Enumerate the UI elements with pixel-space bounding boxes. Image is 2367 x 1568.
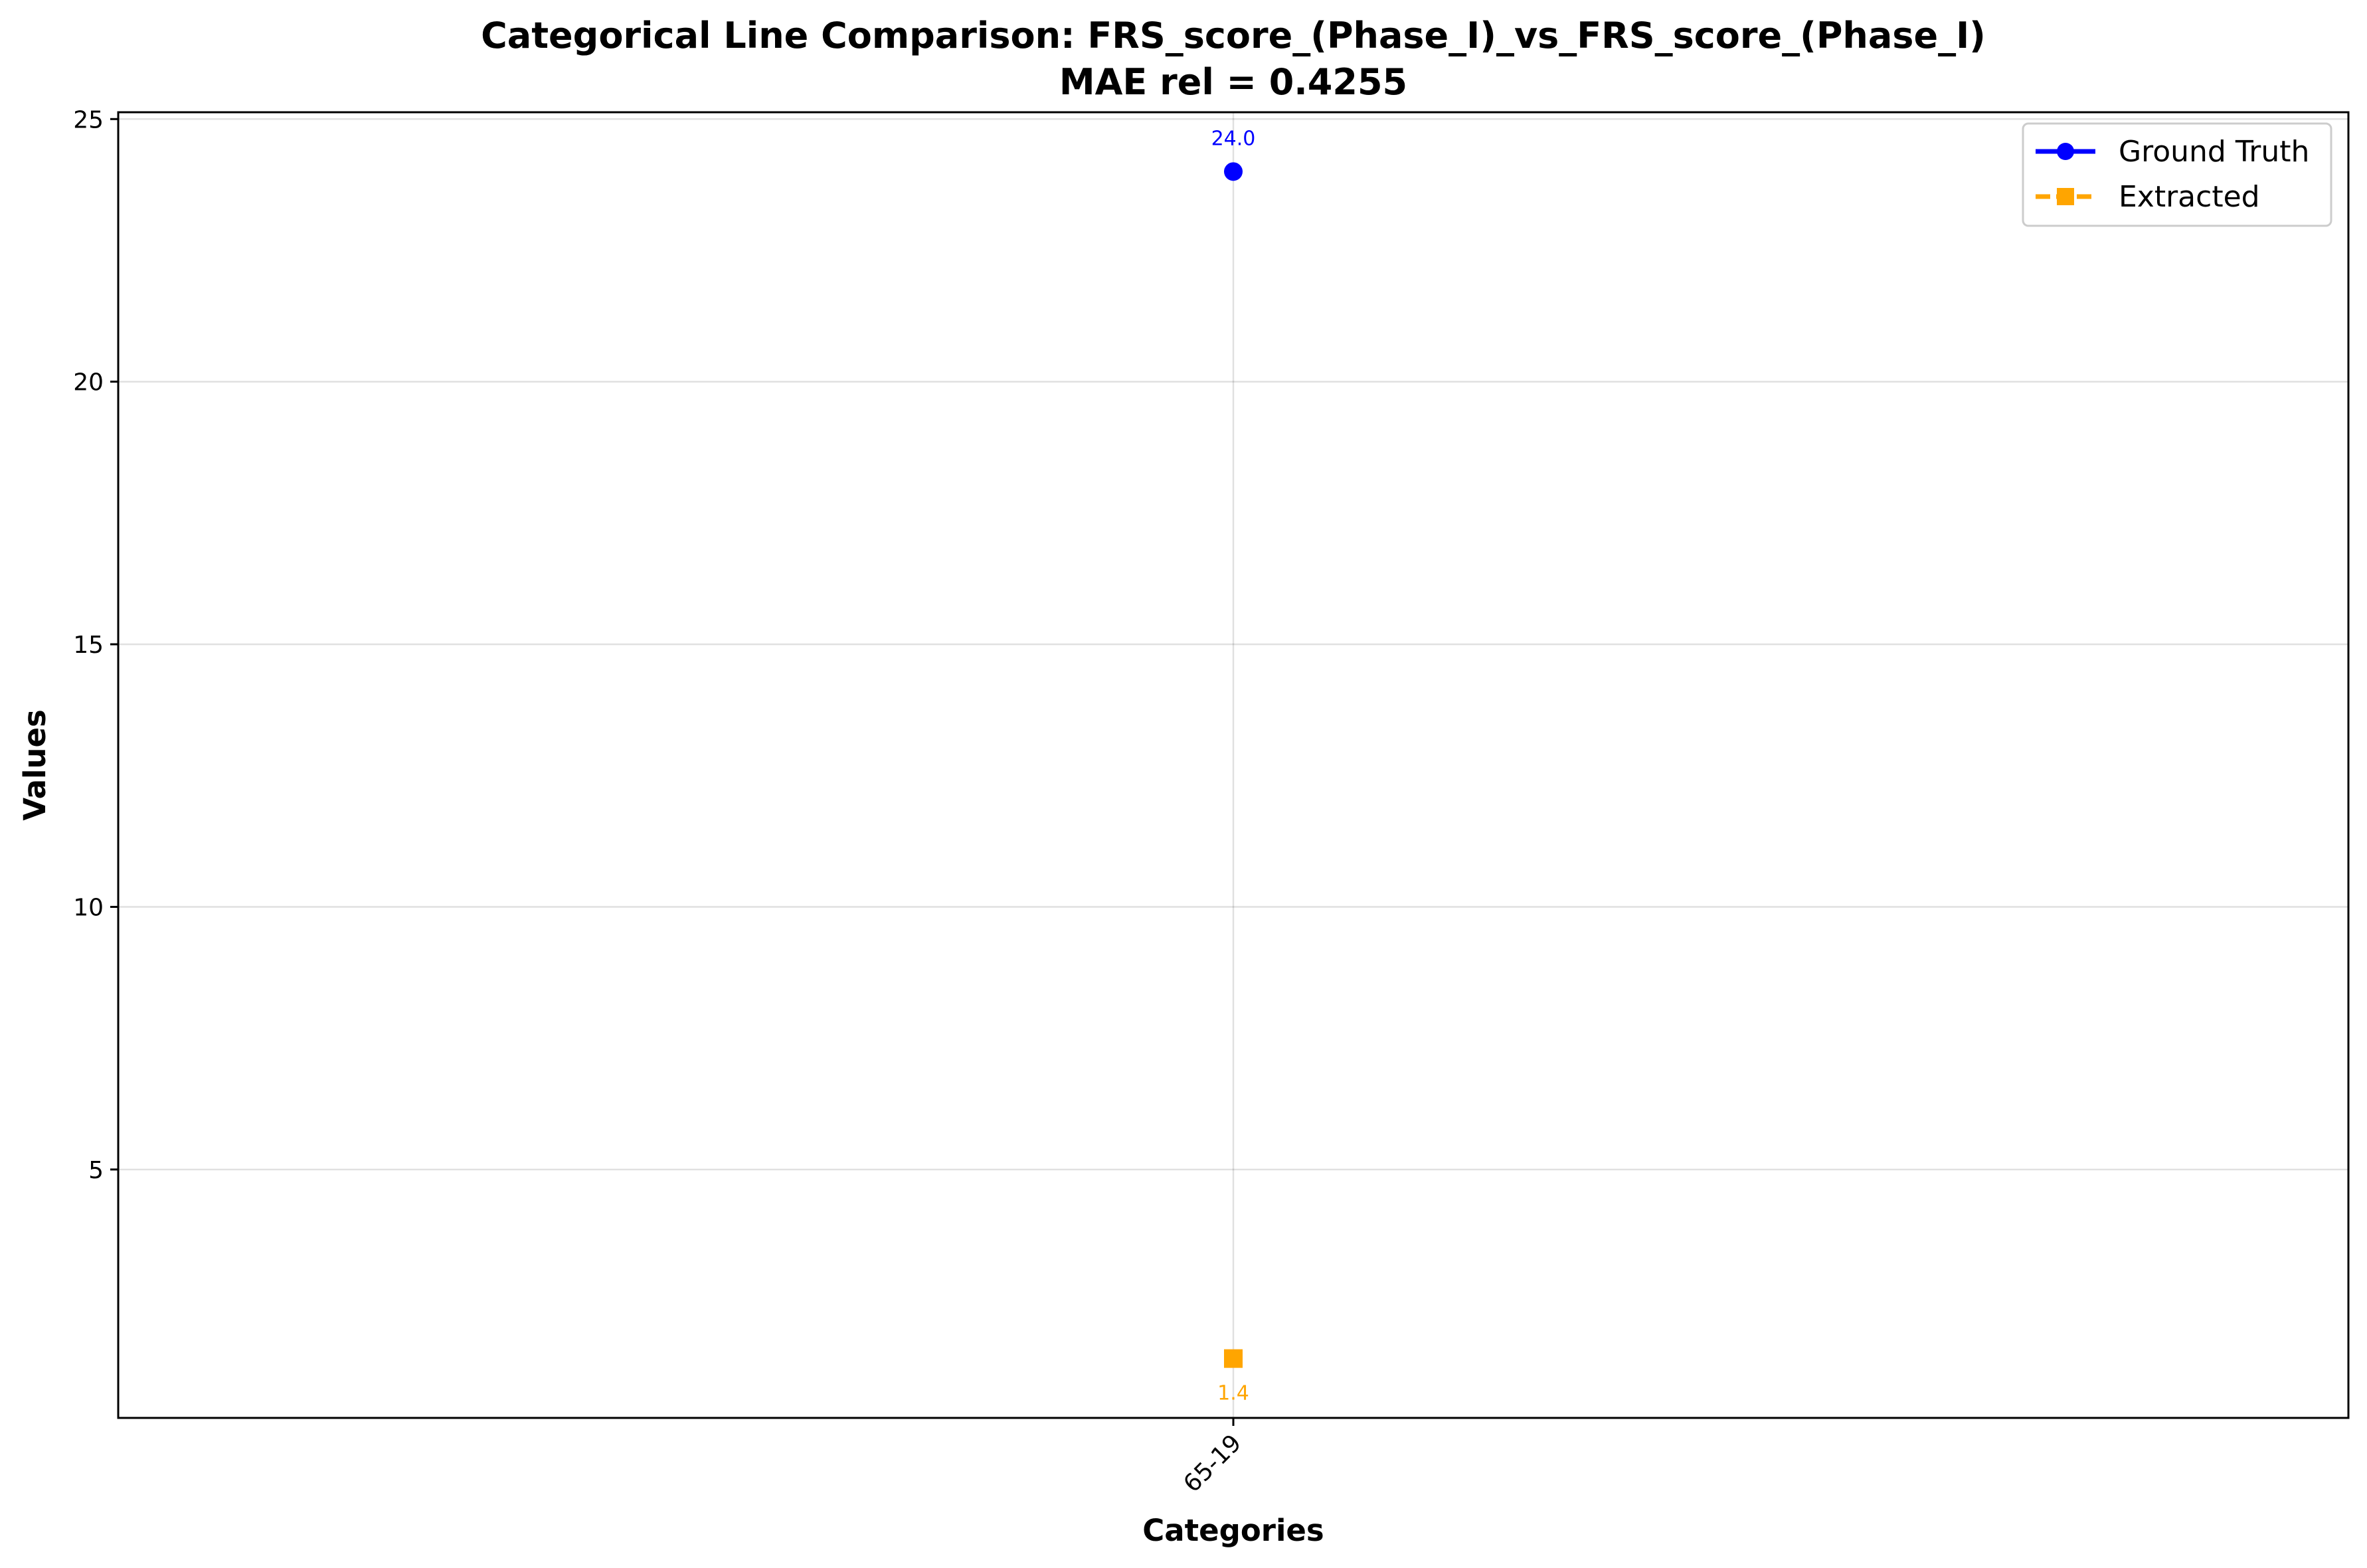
legend-box: [2022, 122, 2332, 227]
data-point-marker: [1224, 1349, 1243, 1368]
data-label: 1.4: [1217, 1382, 1249, 1405]
chart-title: Categorical Line Comparison: FRS_score_(…: [481, 15, 1986, 56]
x-axis-label: Categories: [1142, 1513, 1324, 1548]
data-point-marker: [1224, 162, 1243, 181]
legend-label-ground-truth: Ground Truth: [2119, 135, 2309, 169]
x-tick-label: 65-19: [1178, 1429, 1247, 1498]
x-axis-ticks: 65-19: [1178, 1418, 1247, 1498]
y-axis-ticks: 5 10 15 20 25: [73, 106, 118, 1184]
legend: Ground Truth Extracted: [2022, 122, 2332, 227]
grid: [118, 112, 2348, 1418]
y-axis-label: Values: [17, 709, 52, 821]
series: 24.0 1.4: [1211, 127, 1256, 1405]
data-label: 24.0: [1211, 127, 1256, 150]
legend-marker-ground-truth: [2057, 143, 2074, 160]
legend-marker-extracted: [2057, 188, 2074, 205]
y-tick-label: 5: [88, 1157, 104, 1184]
legend-label-extracted: Extracted: [2119, 180, 2260, 214]
chart-subtitle: MAE rel = 0.4255: [1059, 61, 1407, 103]
y-tick-label: 15: [73, 632, 104, 659]
y-tick-label: 25: [73, 106, 104, 133]
y-tick-label: 10: [73, 895, 104, 922]
y-tick-label: 20: [73, 369, 104, 396]
